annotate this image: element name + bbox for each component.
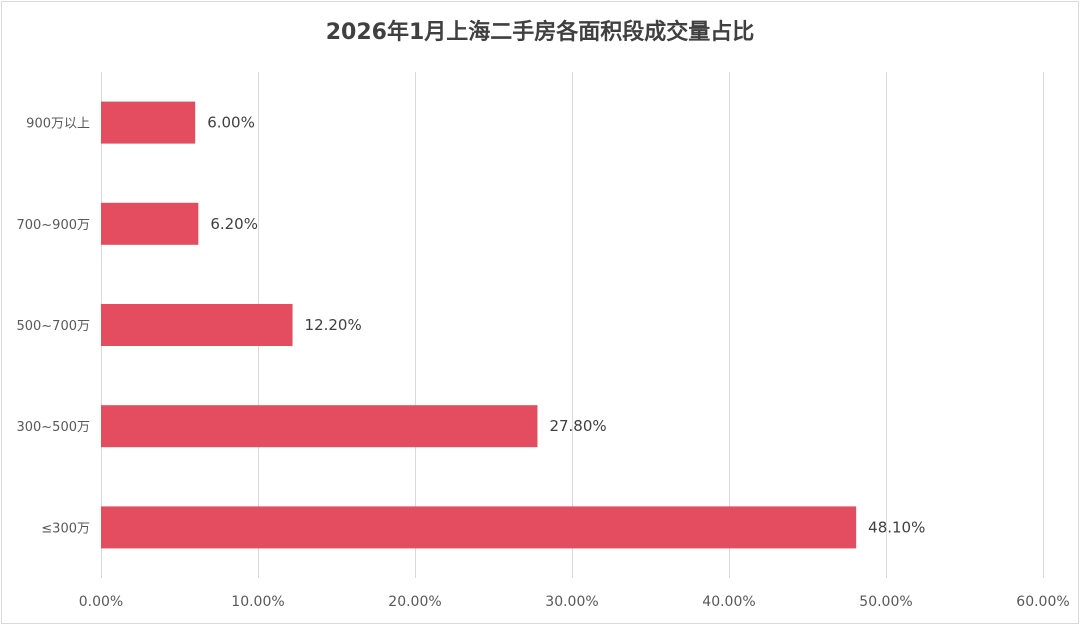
data-label-0: 48.10%	[868, 518, 925, 536]
chart-title: 2026年1月上海二手房各面积段成交量占比	[325, 20, 755, 45]
data-label-2: 12.20%	[305, 316, 362, 334]
bar-1	[101, 405, 538, 448]
x-tick-label-2: 20.00%	[388, 594, 441, 610]
bar-2	[101, 304, 293, 346]
x-tick-label-4: 40.00%	[702, 594, 755, 610]
x-tick-label-0: 0.00%	[79, 594, 123, 610]
x-tick-label-6: 60.00%	[1016, 594, 1069, 610]
bar-4	[101, 101, 196, 144]
bar-0	[101, 506, 857, 549]
category-label-4: 900万以上	[26, 117, 90, 132]
x-tick-label-3: 30.00%	[545, 594, 598, 610]
x-tick-label-5: 50.00%	[859, 594, 912, 610]
category-label-1: 300~500万	[16, 420, 90, 435]
data-label-4: 6.00%	[207, 114, 255, 132]
data-label-3: 6.20%	[210, 215, 258, 233]
data-label-1: 27.80%	[549, 417, 606, 435]
x-tick-label-1: 10.00%	[231, 594, 284, 610]
bar-3	[101, 202, 199, 245]
category-label-2: 500~700万	[16, 319, 90, 334]
category-label-3: 700~900万	[16, 218, 90, 233]
category-label-0: ≤300万	[41, 521, 90, 536]
